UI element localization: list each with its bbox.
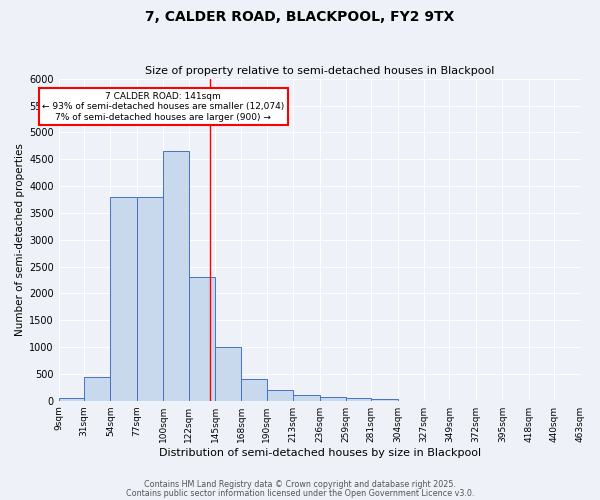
Bar [215, 347, 241, 401]
Title: Size of property relative to semi-detached houses in Blackpool: Size of property relative to semi-detach… [145, 66, 494, 76]
Bar [59, 398, 84, 400]
Bar [163, 151, 188, 400]
Text: 7 CALDER ROAD: 141sqm
← 93% of semi-detached houses are smaller (12,074)
7% of s: 7 CALDER ROAD: 141sqm ← 93% of semi-deta… [42, 92, 284, 122]
Text: Contains HM Land Registry data © Crown copyright and database right 2025.: Contains HM Land Registry data © Crown c… [144, 480, 456, 489]
Bar [346, 398, 371, 400]
Text: Contains public sector information licensed under the Open Government Licence v3: Contains public sector information licen… [126, 488, 474, 498]
X-axis label: Distribution of semi-detached houses by size in Blackpool: Distribution of semi-detached houses by … [158, 448, 481, 458]
Bar [137, 196, 163, 400]
Y-axis label: Number of semi-detached properties: Number of semi-detached properties [15, 143, 25, 336]
Bar [320, 397, 346, 400]
Bar [110, 196, 137, 400]
Bar [371, 399, 398, 400]
Bar [84, 376, 110, 400]
Bar [241, 379, 267, 400]
Bar [293, 396, 320, 400]
Bar [267, 390, 293, 400]
Text: 7, CALDER ROAD, BLACKPOOL, FY2 9TX: 7, CALDER ROAD, BLACKPOOL, FY2 9TX [145, 10, 455, 24]
Bar [188, 278, 215, 400]
